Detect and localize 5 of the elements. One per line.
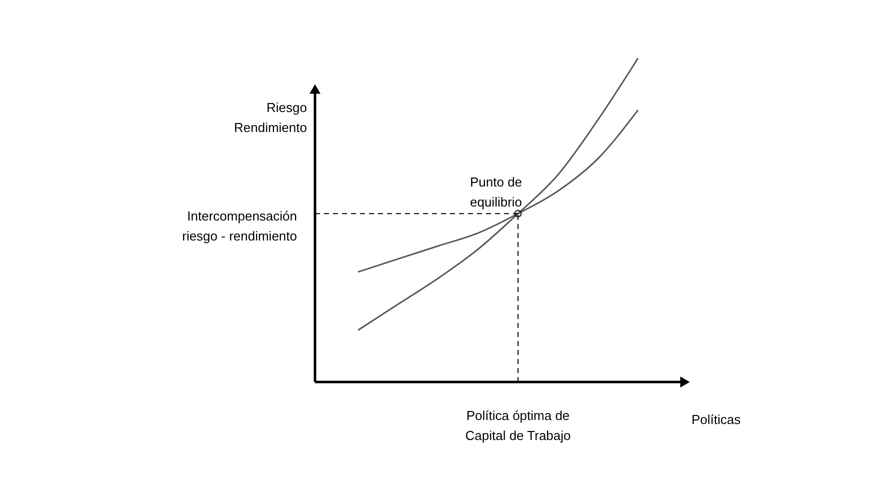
text: Política óptima de Capital de Trabajo [465,408,571,443]
y-axis-title: Riesgo Rendimiento [234,100,307,135]
annotation: Punto de equilibrio [470,174,522,210]
x-axis-title: Políticas [691,412,742,427]
ref-line-label: Intercompensación riesgo - rendimiento [182,208,297,244]
